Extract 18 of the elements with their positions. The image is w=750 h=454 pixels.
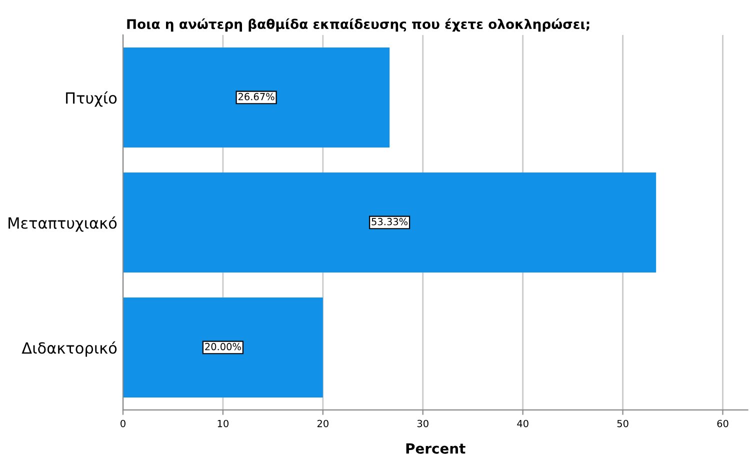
- x-tick-label: 50: [617, 420, 628, 428]
- x-tick-label: 0: [120, 420, 126, 428]
- x-tick-label: 30: [417, 420, 428, 428]
- x-tick-label: 40: [517, 420, 528, 428]
- x-tick-label: 20: [317, 420, 328, 428]
- bar: [123, 47, 390, 148]
- bar: [123, 172, 656, 272]
- data-label: 26.67%: [238, 92, 274, 100]
- y-tick-label: Πτυχίο: [66, 91, 117, 107]
- data-label: 53.33%: [372, 218, 408, 226]
- y-tick-label: Μεταπτυχιακό: [8, 216, 117, 232]
- x-tick-label: 10: [218, 420, 228, 428]
- y-tick-label: Διδακτορικό: [22, 341, 117, 357]
- data-label: 20.00%: [205, 342, 241, 350]
- bar: [123, 297, 323, 398]
- chart-title: Ποια η ανώτερη βαθμίδα εκπαίδευσης που έχετε ολοκληρώσει;: [127, 18, 590, 32]
- x-axis-title: Percent: [406, 443, 466, 454]
- x-tick-label: 60: [717, 420, 728, 428]
